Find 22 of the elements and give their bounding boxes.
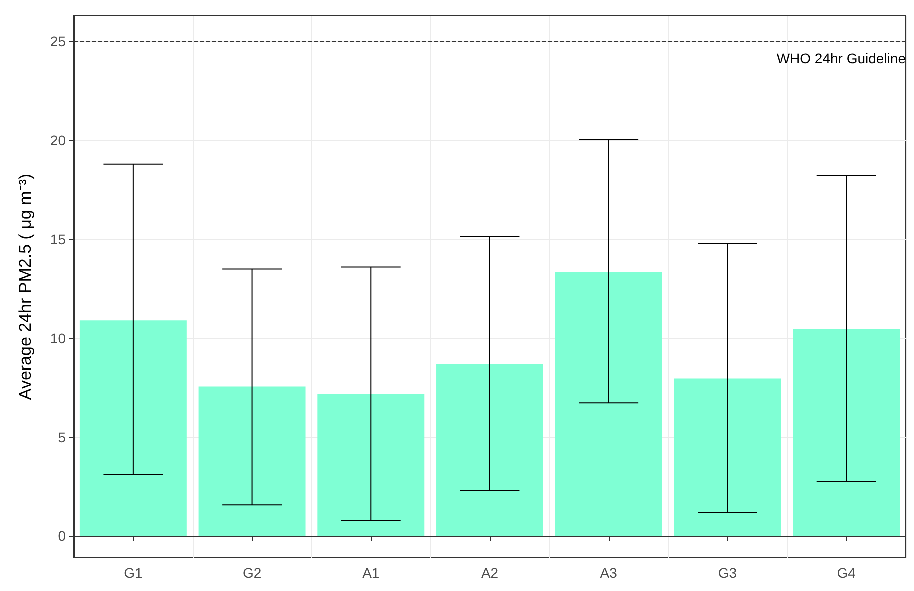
x-tick-label: A1: [362, 565, 380, 581]
x-tick-label: G2: [242, 565, 262, 581]
x-tick-label: G1: [124, 565, 143, 581]
y-tick-label: 0: [58, 528, 66, 544]
y-axis-title: Average 24hr PM2.5 ( μg m⁻³): [16, 174, 35, 400]
bar: [80, 320, 187, 536]
bar: [198, 386, 306, 536]
bar: [793, 329, 900, 536]
x-tick-label: A2: [481, 565, 499, 581]
bar: [674, 378, 782, 536]
ref-line-label: WHO 24hr Guideline: [776, 50, 906, 67]
y-tick-label: 5: [58, 429, 66, 446]
y-tick-label: 10: [50, 330, 66, 346]
y-tick-label: 25: [50, 34, 66, 50]
x-tick-label: A3: [600, 565, 618, 581]
bar: [436, 364, 544, 536]
x-tick-label: G3: [718, 565, 738, 581]
bar: [555, 272, 662, 536]
y-tick-label: 20: [50, 132, 66, 149]
y-tick-label: 15: [50, 232, 66, 248]
x-tick-label: G4: [837, 565, 856, 581]
bar: [318, 394, 425, 536]
